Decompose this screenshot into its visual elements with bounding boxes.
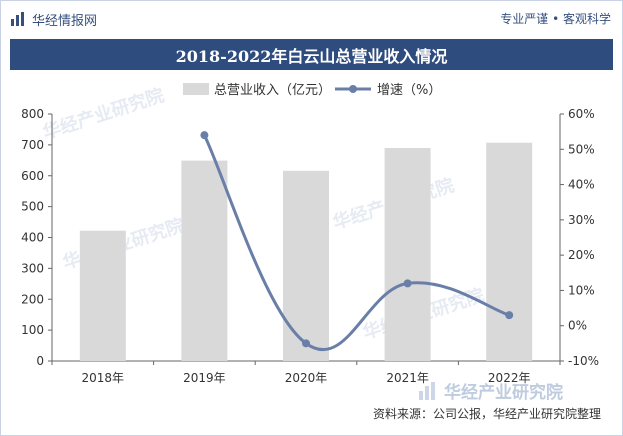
x-tick-label: 2020年 [285, 371, 328, 385]
y-left-tick-label: 300 [21, 261, 44, 275]
legend-label-revenue: 总营业收入（亿元） [214, 83, 331, 98]
bar [486, 142, 533, 361]
tagline: 专业严谨 • 客观科学 [500, 12, 611, 26]
brand: 华经情报网 [10, 8, 97, 30]
growth-point [505, 311, 514, 320]
brand-logo-icon [11, 12, 24, 26]
y-right-tick-label: 40% [568, 178, 595, 192]
y-left-tick-label: 700 [21, 138, 44, 152]
y-right-tick-label: 50% [568, 142, 595, 156]
chart-title: 2018-2022年白云山总营业收入情况 [10, 39, 613, 70]
growth-point [200, 131, 209, 140]
bar [384, 147, 431, 361]
y-left-tick-label: 200 [21, 292, 44, 306]
source-note: 资料来源：公司公报，华经产业研究院整理 [372, 407, 601, 421]
growth-point [302, 339, 310, 348]
bar [79, 230, 126, 361]
y-left-tick-label: 500 [21, 200, 44, 214]
brand-name: 华经情报网 [32, 13, 98, 29]
growth-point [403, 279, 412, 288]
watermark-logo-icon [419, 381, 435, 400]
watermark-logo: 华经产业研究院 [418, 378, 563, 403]
y-right-tick-label: 10% [568, 283, 595, 297]
x-tick-label: 2019年 [183, 371, 226, 385]
watermark-logo-text: 华经产业研究院 [444, 383, 563, 403]
y-left-tick-label: 100 [21, 323, 44, 337]
growth-line [203, 134, 510, 352]
y-right-tick-label: -10% [568, 354, 599, 368]
y-left-tick-label: 400 [21, 231, 44, 245]
legend-swatch-bar [183, 83, 209, 95]
legend-label-growth: 增速（%） [377, 83, 441, 98]
y-right-tick-label: 60% [568, 107, 595, 121]
legend-swatch-point [349, 85, 357, 93]
y-left-tick-label: 600 [21, 169, 44, 183]
y-right-tick-label: 0% [568, 319, 587, 333]
y-left-tick-label: 800 [21, 107, 44, 121]
bar [181, 160, 228, 361]
y-right-tick-label: 20% [568, 248, 595, 262]
bar [283, 170, 329, 361]
y-right-tick-label: 30% [568, 213, 595, 227]
x-tick-label: 2021年 [386, 371, 429, 385]
y-left-tick-label: 0 [36, 354, 44, 368]
x-tick-label: 2018年 [82, 371, 125, 385]
x-tick-label: 2022年 [488, 371, 531, 385]
